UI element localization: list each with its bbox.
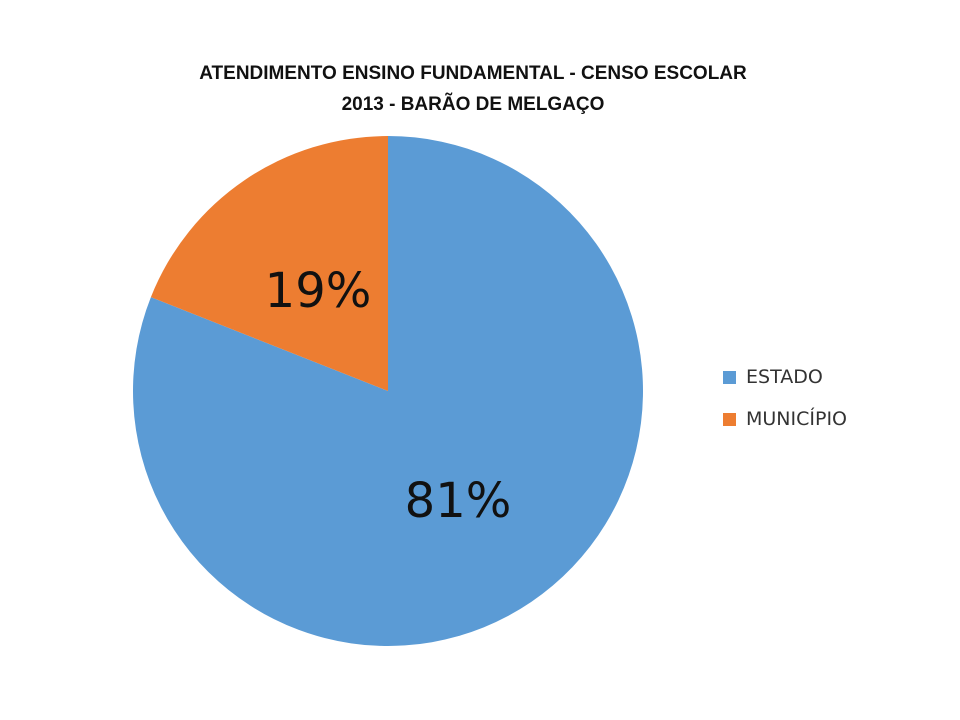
- legend-item-municipio: MUNICÍPIO: [723, 398, 847, 440]
- chart-title-line-1: ATENDIMENTO ENSINO FUNDAMENTAL - CENSO E…: [199, 63, 747, 84]
- chart-legend: ESTADO MUNICÍPIO: [723, 356, 847, 440]
- data-label-municipio: 19%: [265, 263, 372, 319]
- pie-slice-municipio: [150, 136, 388, 391]
- legend-item-estado: ESTADO: [723, 356, 847, 398]
- pie-slice-estado: [133, 136, 643, 647]
- legend-swatch-estado: [723, 370, 736, 384]
- legend-swatch-municipio: [723, 412, 736, 426]
- chart-title-line-2: 2013 - BARÃO DE MELGAÇO: [341, 94, 605, 115]
- legend-label-estado: ESTADO: [746, 366, 823, 388]
- data-label-estado: 81%: [405, 473, 512, 529]
- legend-label-municipio: MUNICÍPIO: [746, 408, 848, 430]
- chart-title: ATENDIMENTO ENSINO FUNDAMENTAL - CENSO E…: [0, 58, 946, 120]
